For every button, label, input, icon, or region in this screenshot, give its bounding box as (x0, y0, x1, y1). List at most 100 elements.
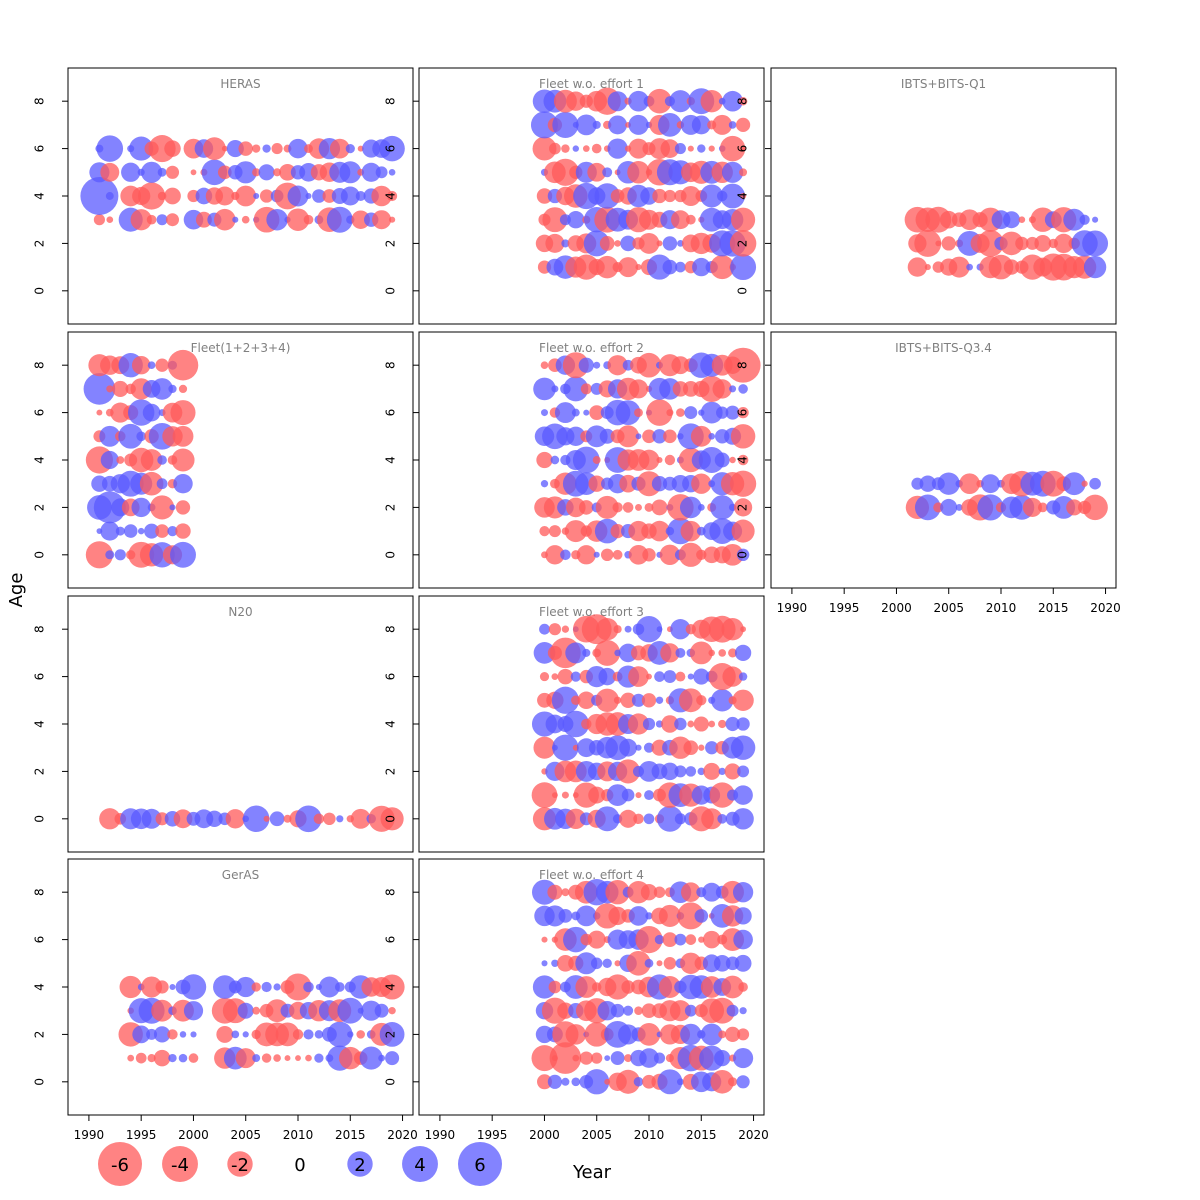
legend-bubble (98, 1142, 142, 1186)
residual-bubble (711, 689, 734, 712)
residual-bubble (287, 185, 309, 207)
residual-bubble (624, 625, 632, 633)
residual-bubble (661, 715, 679, 733)
y-axis-title: Age (6, 573, 27, 608)
residual-bubble (566, 497, 586, 518)
residual-bubble (221, 145, 228, 152)
residual-bubble (654, 671, 665, 682)
residual-bubble (106, 216, 114, 224)
residual-bubble (727, 1077, 738, 1087)
y-tick-label: 6 (33, 936, 47, 944)
residual-bubble (919, 475, 937, 492)
residual-bubble (231, 1030, 240, 1039)
residual-bubble (1063, 208, 1086, 231)
panel-n20: N20 (67, 595, 414, 853)
residual-bubble (361, 162, 381, 182)
residual-bubble (112, 380, 129, 397)
x-tick-label: 2010 (283, 1128, 314, 1142)
residual-bubble (736, 1075, 750, 1089)
residual-bubble (737, 454, 749, 466)
residual-bubble (666, 409, 674, 417)
residual-bubble (312, 189, 326, 203)
residual-bubble (718, 767, 726, 776)
residual-bubble (173, 809, 193, 829)
residual-bubble (730, 424, 756, 449)
residual-bubble (740, 145, 747, 152)
residual-bubble (678, 542, 703, 567)
y-tick-label: 8 (736, 97, 750, 105)
residual-bubble (675, 647, 686, 658)
residual-bubble (914, 494, 941, 521)
residual-bubble (737, 765, 750, 778)
y-tick-label: 6 (384, 673, 398, 681)
residual-bubble (677, 240, 684, 247)
y-tick-label: 6 (33, 145, 47, 153)
residual-bubble (539, 526, 550, 537)
residual-bubble (1089, 477, 1101, 490)
y-tick-label: 4 (33, 456, 47, 464)
residual-bubble (536, 188, 553, 204)
panel-title: IBTS+BITS-Q3.4 (895, 341, 992, 355)
residual-bubble (314, 1030, 324, 1039)
residual-bubble (164, 140, 181, 157)
residual-bubble (717, 813, 728, 824)
residual-bubble (702, 882, 722, 902)
residual-bubble (646, 254, 673, 280)
residual-bubble (588, 786, 606, 804)
residual-bubble (570, 671, 581, 682)
residual-bubble (627, 161, 650, 184)
residual-bubble (190, 1031, 197, 1038)
residual-bubble (999, 231, 1024, 256)
residual-bubble (235, 1048, 256, 1069)
residual-bubble (935, 240, 942, 247)
residual-bubble (721, 975, 744, 999)
residual-bubble (173, 473, 193, 494)
residual-bubble (561, 239, 570, 248)
residual-bubble (155, 358, 169, 372)
residual-bubble (643, 813, 655, 825)
panel-heras: HERAS (67, 67, 414, 325)
residual-bubble (539, 672, 550, 682)
residual-bubble (541, 960, 548, 967)
residual-bubble (151, 378, 173, 400)
residual-bubble (676, 1078, 684, 1086)
residual-bubble (138, 182, 166, 210)
y-tick-label: 4 (384, 192, 398, 200)
residual-bubble (606, 784, 629, 806)
y-tick-label: 2 (33, 504, 47, 512)
residual-bubble (135, 1052, 147, 1064)
residual-bubble (636, 352, 662, 378)
residual-bubble (533, 642, 556, 664)
residual-bubble (562, 352, 589, 379)
residual-bubble (732, 882, 754, 903)
residual-bubble (251, 982, 261, 992)
residual-bubble (619, 474, 637, 493)
residual-bubble (623, 1005, 634, 1016)
panels-layer: HERAS Fleet w.o. effort 1 IBTS+BITS-Q1 Flee… (67, 67, 1117, 1116)
residual-bubble (558, 909, 573, 923)
residual-bubble (178, 1053, 188, 1063)
y-tick-label: 4 (736, 456, 750, 464)
legend-label: 0 (294, 1155, 305, 1176)
residual-bubble (646, 399, 673, 426)
y-tick-label: 0 (736, 551, 750, 559)
residual-bubble (620, 235, 636, 252)
residual-bubble (732, 808, 754, 830)
residual-bubble (350, 808, 371, 829)
residual-bubble (691, 473, 712, 494)
residual-bubble (388, 216, 396, 223)
residual-bubble (662, 236, 678, 251)
y-tick-label: 8 (33, 97, 47, 105)
residual-bubble (701, 808, 723, 830)
residual-bubble (188, 1053, 199, 1063)
x-tick-label: 2020 (387, 1128, 418, 1142)
residual-bubble (549, 1042, 582, 1074)
residual-bubble (593, 551, 600, 558)
residual-bubble (295, 1055, 301, 1062)
residual-bubble (633, 1077, 644, 1087)
residual-bubble (201, 159, 228, 186)
panel-title: Fleet w.o. effort 2 (539, 341, 644, 355)
residual-bubble (357, 145, 364, 152)
x-tick-label: 1995 (477, 1128, 508, 1142)
